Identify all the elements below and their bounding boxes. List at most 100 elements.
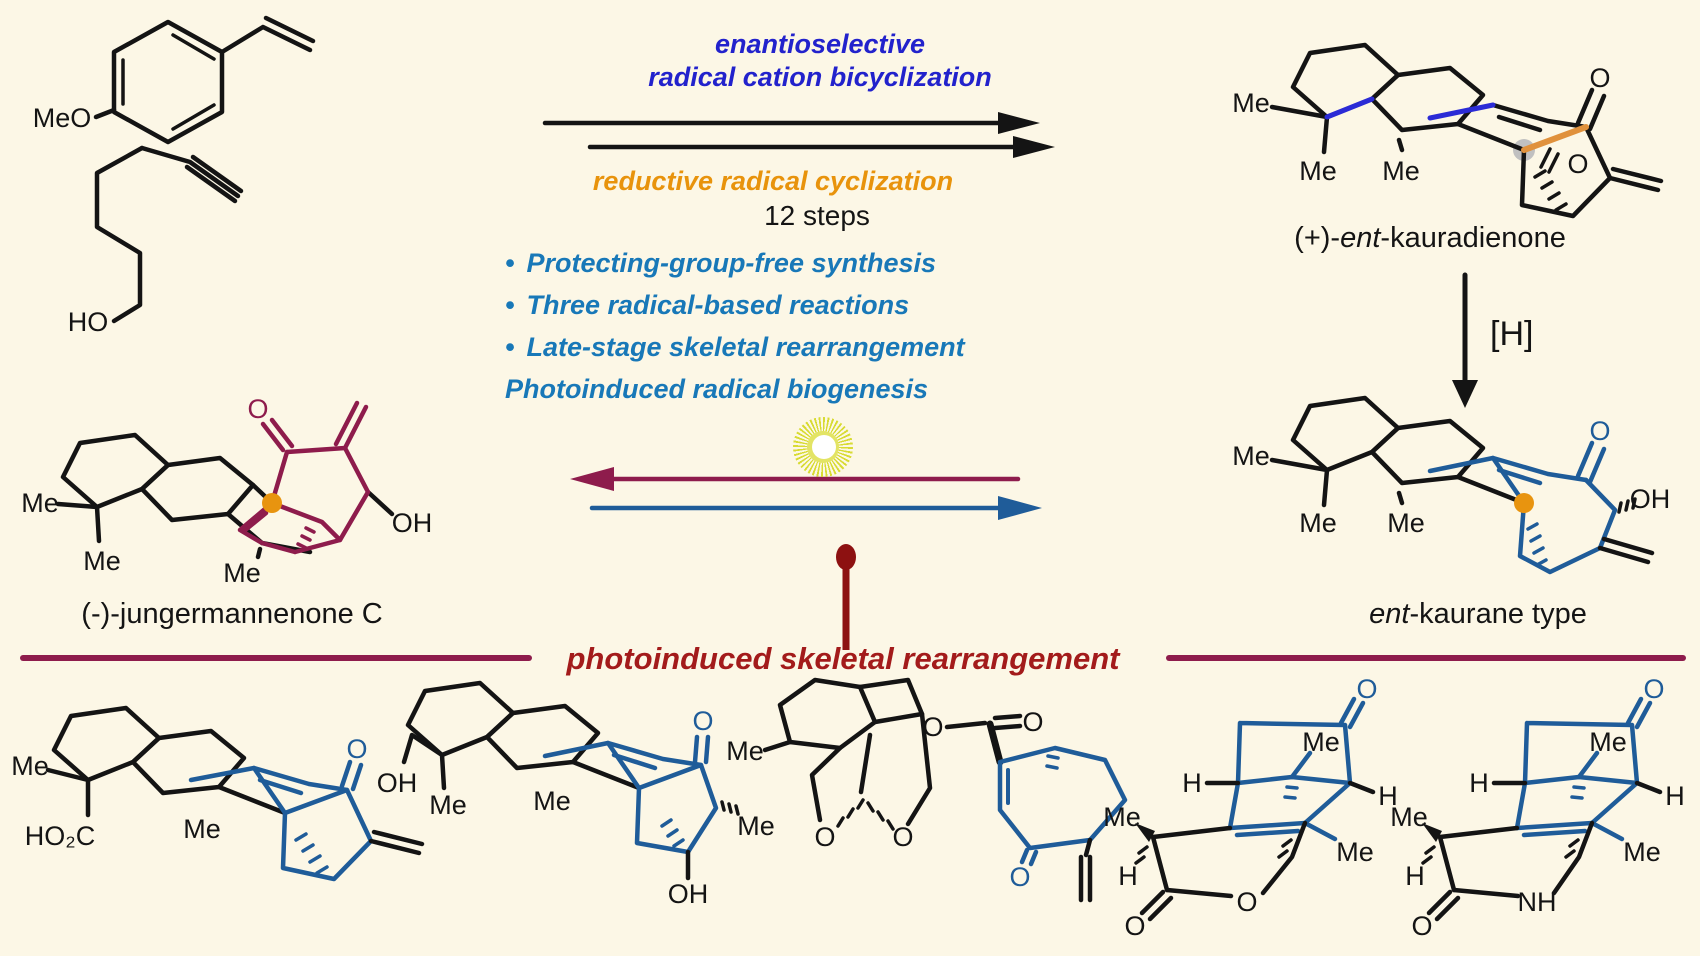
atom-label: Me [1382, 156, 1420, 186]
atom-label: H [1378, 781, 1398, 811]
atom-label: Me [1336, 837, 1374, 867]
kaurane-bonds [1269, 395, 1655, 575]
atom-label: Me [1232, 441, 1270, 471]
bottom-structure-3: Me O O O O O [726, 677, 1128, 903]
atom-label: O [1236, 887, 1257, 917]
highlights-list: • Protecting-group-free synthesis • Three … [505, 242, 965, 410]
bullet-icon: • [505, 332, 515, 362]
atom-label: Me [21, 488, 59, 518]
bottom5-bonds [1421, 696, 1663, 922]
jungermannenone-bonds [55, 400, 395, 560]
section-divider [20, 655, 1686, 661]
atom-label: Me [11, 751, 49, 781]
atom-label: O [1589, 63, 1610, 93]
atom-label: O [1567, 149, 1588, 179]
orange-reaction-label: reductive radical cyclization [592, 166, 954, 196]
atom-label: H [1118, 861, 1138, 891]
bottom-structure-1: Me HO₂C Me O [11, 705, 425, 882]
highlight-text: Protecting-group-free synthesis [526, 248, 937, 278]
atom-label: NH [1518, 887, 1557, 917]
kauradienone-bonds [1269, 42, 1664, 219]
stereocenter-orange-dot [262, 493, 282, 513]
atom-label: O [1643, 674, 1664, 704]
bottom4-bonds [1134, 696, 1376, 922]
kauradienone-structure: Me Me Me O O [1232, 42, 1664, 219]
atom-label: Me [1103, 802, 1141, 832]
highlight-item: • Protecting-group-free synthesis [505, 242, 965, 284]
bottom1-bonds [45, 705, 425, 882]
atom-label: Me [1390, 802, 1428, 832]
blue-reaction-line2: radical cation bicyclization [648, 62, 992, 92]
bottom-structure-2: OH Me Me O Me OH [377, 680, 775, 909]
atom-label: Me [1302, 727, 1340, 757]
atom-label: Me [533, 786, 571, 816]
bottom-structure-4: O Me H H Me Me H O O [1103, 674, 1398, 941]
atom-label: O [1411, 911, 1432, 941]
kaurane-structure: O OH Me Me Me [1232, 395, 1671, 575]
atom-label: O [1589, 416, 1610, 446]
forward-arrow-top [542, 112, 1055, 158]
jungermannenone-structure: O OH Me Me Me [21, 394, 433, 588]
name-suffix: -kauradienone [1380, 222, 1566, 254]
rearrangement-connector [836, 544, 856, 650]
atom-label: OH [392, 508, 433, 538]
atom-label: OH [1630, 484, 1671, 514]
styrene-bonds [93, 15, 316, 145]
rearrangement-label: photoinduced skeletal rearrangement [566, 641, 1120, 676]
bottom-structure-5: O Me H H Me Me H NH O [1390, 674, 1685, 941]
kaurane-name: ent-kaurane type [1278, 598, 1678, 631]
atom-label: O [892, 822, 913, 852]
stereocenter-orange-dot [1514, 493, 1534, 513]
hydrogenation-label: [H] [1490, 315, 1534, 353]
bullet-icon: • [505, 248, 515, 278]
jungermannenone-name: (-)-jungermannenone C [32, 598, 432, 631]
atom-label: O [922, 712, 943, 742]
steps-label: 12 steps [764, 200, 870, 231]
sun-icon [793, 417, 853, 477]
kauradienone-name: (+)-ent-kauradienone [1190, 222, 1670, 255]
atom-label: Me [1387, 508, 1425, 538]
atom-label: Me [1623, 837, 1661, 867]
name-text: (-)-jungermannenone C [81, 598, 383, 630]
rearrangement-arrow-left [570, 467, 1021, 491]
highlight-item: • Three radical-based reactions [505, 284, 965, 326]
atom-label: Me [223, 558, 261, 588]
forward-arrow-blue [589, 496, 1042, 520]
hydrogenation-arrow [1452, 272, 1478, 408]
alkynol-structure: HO [68, 145, 244, 337]
atom-label: Me [1299, 156, 1337, 186]
highlight-text: Late-stage skeletal rearrangement [526, 332, 965, 362]
bullet-icon: Photoinduced radical biogenesis [505, 374, 929, 404]
bullet-icon: • [505, 290, 515, 320]
atom-label: O [1356, 674, 1377, 704]
atom-label: H [1469, 768, 1489, 798]
atom-label: Me [1299, 508, 1337, 538]
atom-label: Me [737, 811, 775, 841]
name-prefix: (+)- [1294, 222, 1341, 254]
bottom3-bonds [762, 677, 1128, 903]
atom-label: O [346, 734, 367, 764]
atom-label: H [1182, 768, 1202, 798]
atom-label: HO [68, 307, 109, 337]
atom-label: O [1022, 707, 1043, 737]
name-italic: ent [1369, 598, 1410, 630]
atom-label: O [692, 706, 713, 736]
atom-label: Me [83, 546, 121, 576]
name-italic: ent [1340, 222, 1381, 254]
atom-label: O [1124, 911, 1145, 941]
bottom2-bonds [401, 680, 740, 881]
atom-label: Me [429, 790, 467, 820]
atom-label: H [1405, 861, 1425, 891]
atom-label: Me [1589, 727, 1627, 757]
atom-label: H [1665, 781, 1685, 811]
blue-reaction-label: enantioselective radical cation bicycliz… [540, 28, 1100, 94]
name-suffix: -kaurane type [1409, 598, 1587, 630]
blue-reaction-line1: enantioselective [714, 29, 926, 59]
alkynol-bonds [94, 145, 244, 324]
highlight-text: Three radical-based reactions [526, 290, 910, 320]
atom-label: O [1009, 862, 1030, 892]
atom-label: O [247, 394, 268, 424]
atom-label: Me [183, 814, 221, 844]
